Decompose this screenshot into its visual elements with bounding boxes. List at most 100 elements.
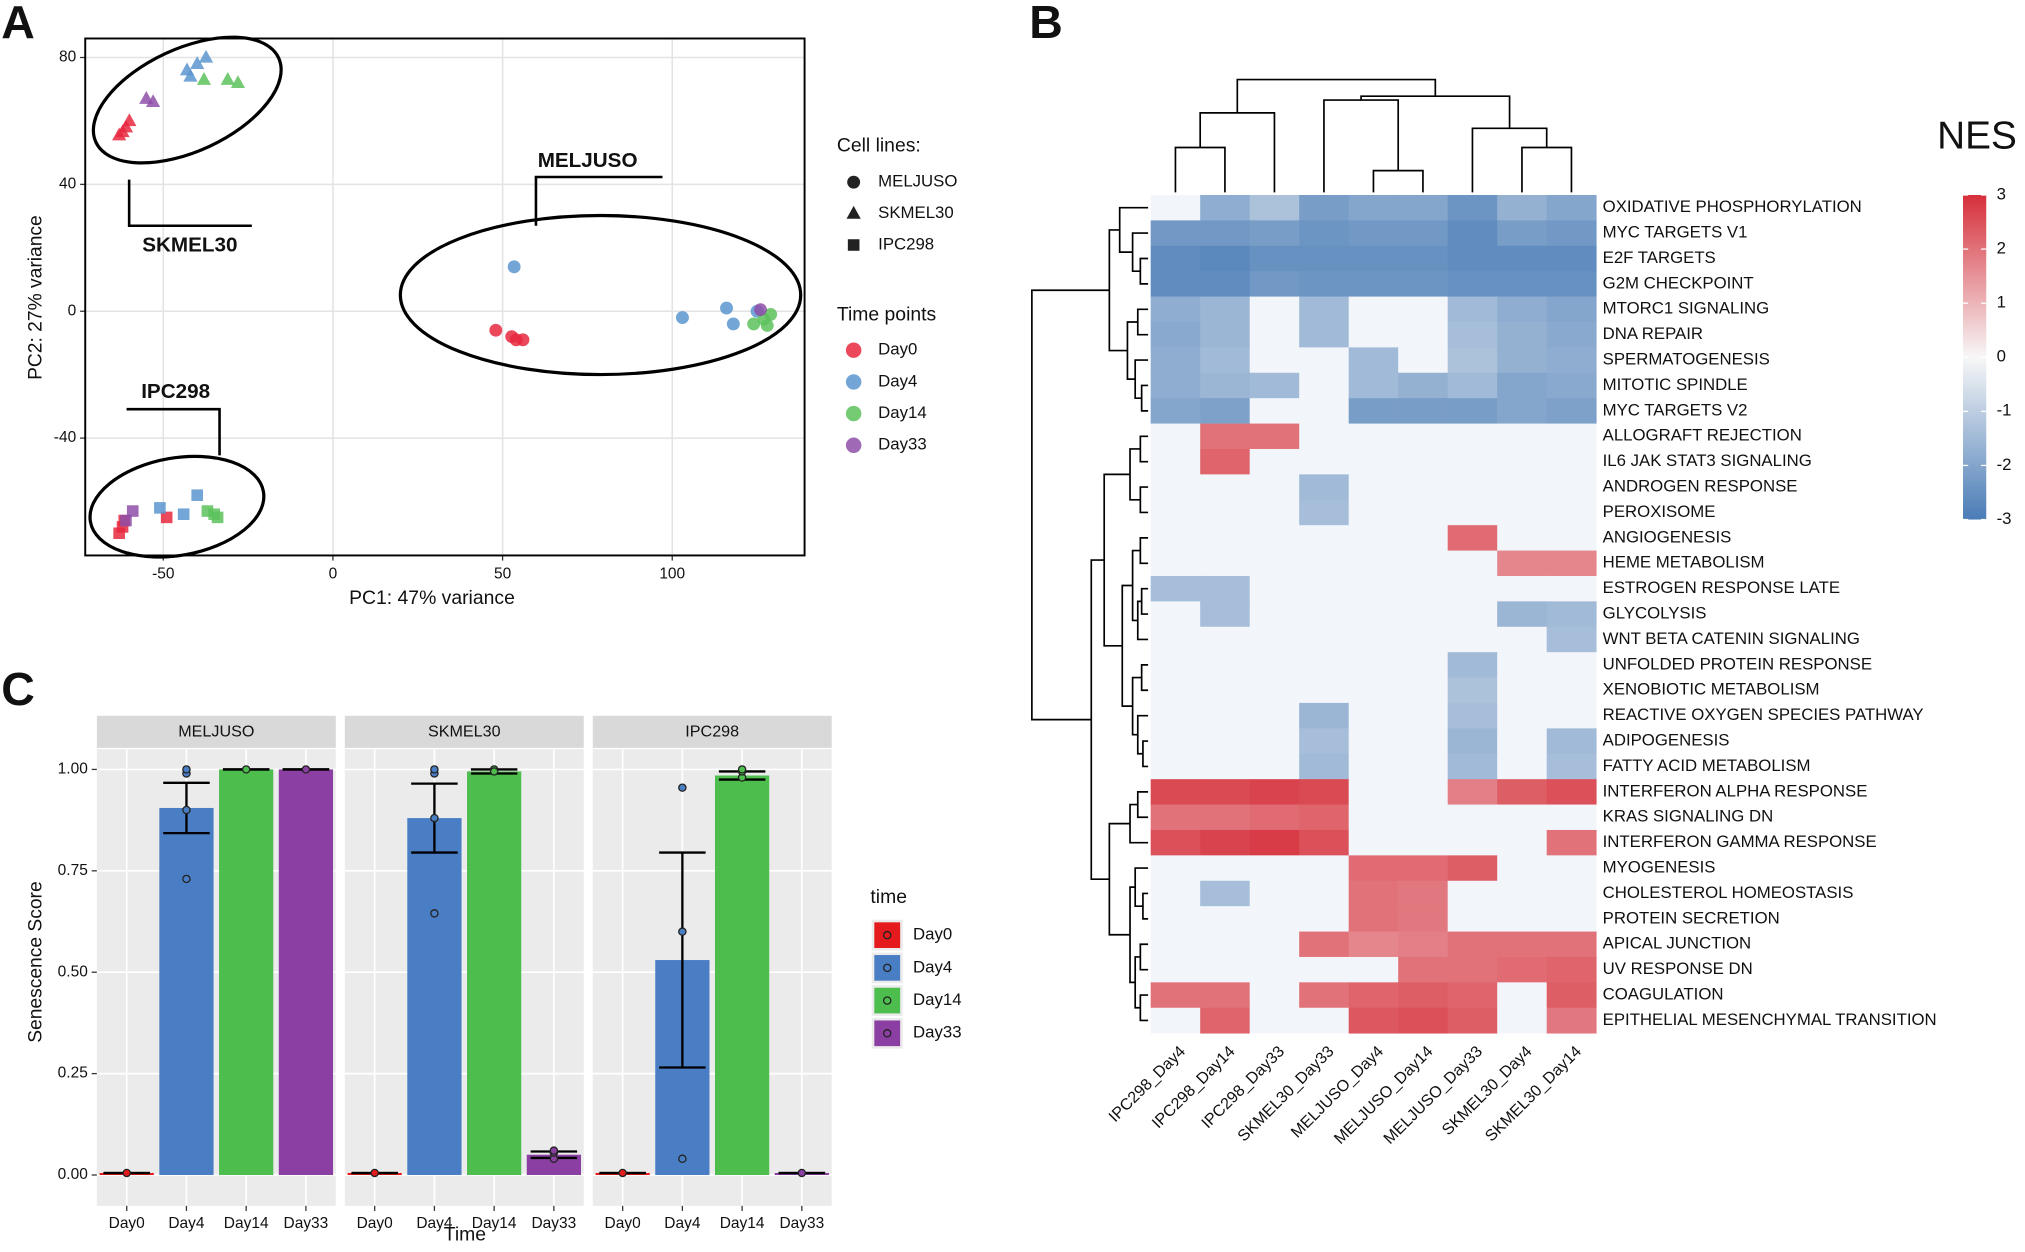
point — [122, 113, 137, 127]
heatmap-cell — [1497, 677, 1548, 704]
dendrogram-branch — [1131, 549, 1141, 622]
heatmap-cell — [1497, 906, 1548, 932]
x-tick-label: Day14 — [224, 1215, 269, 1232]
heatmap-cell — [1200, 702, 1251, 729]
dendrogram-branch — [1139, 943, 1149, 971]
heatmap-cell — [1200, 423, 1251, 450]
heatmap-cell — [1447, 931, 1498, 958]
dendrogram-branch — [1136, 600, 1149, 641]
dendrogram-branch — [1121, 584, 1133, 707]
heatmap-cell — [1497, 499, 1548, 526]
cluster-label: SKMEL30 — [142, 234, 237, 257]
heatmap-cell — [1497, 931, 1548, 958]
data-point — [797, 1168, 807, 1178]
row-label: CHOLESTEROL HOMEOSTASIS — [1603, 883, 1854, 902]
x-tick-label: Day33 — [779, 1215, 824, 1232]
x-tick-label: 0 — [329, 566, 338, 583]
heatmap-cell — [1249, 271, 1300, 297]
heatmap-cell — [1348, 753, 1399, 780]
dendrogram-branch — [1103, 473, 1131, 647]
heatmap-cell — [1497, 601, 1548, 628]
y-tick-label: 0 — [68, 302, 77, 319]
heatmap-cell — [1546, 601, 1597, 628]
heatmap-cell — [1249, 321, 1300, 348]
row-label: FATTY ACID METABOLISM — [1603, 756, 1811, 775]
heatmap-cell — [1150, 626, 1201, 653]
heatmap-cell — [1249, 423, 1300, 450]
bar — [278, 769, 334, 1175]
heatmap-cell — [1150, 702, 1201, 729]
row-label: ADIPOGENESIS — [1603, 731, 1730, 750]
heatmap-cell — [1398, 753, 1449, 780]
heatmap-cell — [1348, 271, 1399, 297]
heatmap-cell — [1398, 347, 1449, 374]
heatmap-cell — [1249, 906, 1300, 932]
heatmap-cell — [1299, 652, 1350, 678]
heatmap-cell — [1398, 271, 1449, 297]
dendrogram-branch — [1521, 146, 1573, 193]
heatmap-cell — [1447, 677, 1498, 704]
dendrogram-branch — [1323, 99, 1400, 193]
heatmap-cell — [1249, 626, 1300, 653]
data-point — [122, 1168, 131, 1178]
heatmap-cell — [1398, 448, 1449, 475]
row-label: HEME METABOLISM — [1603, 553, 1765, 572]
heatmap-cell — [1200, 779, 1251, 805]
panel-label: C — [1, 663, 35, 715]
heatmap-cell — [1150, 829, 1201, 856]
data-point — [241, 765, 251, 774]
heatmap-cell — [1150, 855, 1201, 882]
row-label: E2F TARGETS — [1603, 248, 1716, 267]
heatmap-cell — [1546, 779, 1597, 805]
heatmap-cell — [1299, 626, 1350, 653]
heatmap-cell — [1348, 347, 1399, 374]
colorbar-label: 3 — [1997, 184, 2006, 203]
legend-dot — [882, 930, 892, 940]
heatmap-cell — [1546, 1007, 1597, 1034]
heatmap-cell — [1447, 550, 1498, 577]
heatmap-cell — [1299, 829, 1350, 856]
dendrogram-branch — [1140, 587, 1149, 615]
data-point — [182, 874, 191, 884]
dendrogram-branch — [1372, 169, 1424, 193]
heatmap-cell — [1150, 779, 1201, 805]
heatmap-cell — [1299, 525, 1350, 551]
heatmap-cell — [1200, 448, 1251, 475]
heatmap-cell — [1398, 931, 1449, 958]
x-tick-label: Day33 — [284, 1215, 329, 1232]
bar — [526, 1154, 581, 1175]
heatmap-cell — [1249, 855, 1300, 882]
heatmap-cell — [1150, 372, 1201, 399]
dendrogram-branch — [1134, 867, 1149, 907]
legend-label: Day33 — [913, 1023, 961, 1042]
heatmap-cell — [1398, 956, 1449, 983]
heatmap-cell — [1348, 728, 1399, 755]
bar — [159, 807, 214, 1175]
heatmap-cell — [1348, 829, 1399, 856]
data-point — [678, 927, 687, 936]
heatmap-cell — [1546, 398, 1597, 424]
data-point — [301, 765, 311, 774]
heatmap-cell — [1150, 271, 1201, 297]
colorbar-label: -3 — [1997, 509, 2012, 528]
heatmap-cell — [1249, 245, 1300, 272]
row-label: REACTIVE OXYGEN SPECIES PATHWAY — [1603, 705, 1924, 724]
heatmap-cell — [1150, 982, 1201, 1009]
heatmap-cell — [1200, 804, 1251, 831]
heatmap-cell — [1398, 728, 1449, 755]
heatmap-cell — [1447, 753, 1498, 780]
heatmap-cell — [1398, 296, 1449, 323]
colorbar-label: -1 — [1997, 401, 2012, 420]
heatmap-cell — [1150, 220, 1201, 247]
legend-label: Day0 — [878, 340, 917, 359]
cluster-label: MELJUSO — [538, 149, 638, 172]
heatmap-cell — [1348, 448, 1399, 475]
row-label: XENOBIOTIC METABOLISM — [1603, 680, 1820, 699]
heatmap-cell — [1150, 804, 1201, 831]
heatmap-cell — [1447, 296, 1498, 323]
annotation-shapes — [88, 35, 803, 559]
y-tick-label: 0.25 — [58, 1065, 88, 1082]
heatmap-cell — [1150, 448, 1201, 475]
heatmap-cell — [1497, 474, 1548, 501]
